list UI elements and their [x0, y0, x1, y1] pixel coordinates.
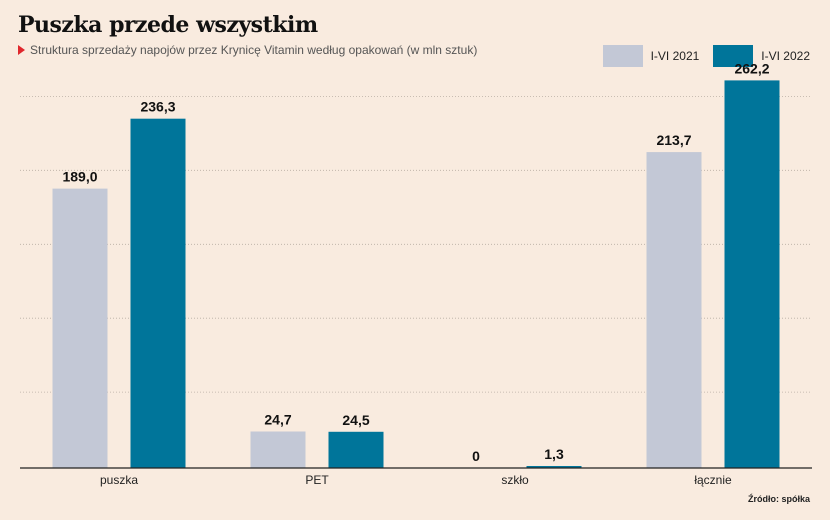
legend-label-2022: I-VI 2022	[761, 49, 810, 63]
data-label: 236,3	[140, 99, 175, 115]
legend-swatch-2021	[602, 45, 643, 67]
subtitle-text: Struktura sprzedaży napojów przez Krynic…	[30, 43, 478, 57]
x-tick-label: szkło	[501, 473, 529, 487]
data-label: 24,5	[342, 412, 369, 428]
chart-subtitle: Struktura sprzedaży napojów przez Krynic…	[18, 43, 477, 57]
data-label: 0	[472, 448, 480, 464]
data-label: 1,3	[544, 446, 564, 462]
bar-2022-0	[130, 118, 186, 469]
x-tick-label: PET	[305, 473, 329, 487]
legend-item-2021: I-VI 2021	[602, 45, 700, 67]
bar-2022-2	[526, 466, 582, 468]
data-label: 189,0	[62, 169, 97, 185]
legend-item-2022: I-VI 2022	[713, 45, 810, 67]
x-tick-label: łącznie	[694, 473, 732, 487]
data-label: 213,7	[656, 132, 691, 148]
legend-swatch-2022	[713, 45, 754, 67]
data-label: 262,2	[734, 60, 769, 76]
bar-2022-3	[724, 80, 780, 469]
bar-2022-1	[328, 431, 384, 468]
bar-2021-1	[250, 431, 306, 468]
legend: I-VI 2021 I-VI 2022	[602, 45, 810, 67]
data-label: 24,7	[264, 411, 291, 427]
source-note: Źródło: spółka	[747, 494, 810, 504]
bar-2021-0	[52, 188, 108, 468]
x-tick-label: puszka	[100, 473, 138, 487]
legend-label-2021: I-VI 2021	[650, 49, 700, 63]
bar-2021-3	[646, 152, 702, 469]
red-triangle-icon	[18, 45, 25, 55]
chart-title: Puszka przede wszystkim	[18, 12, 318, 38]
